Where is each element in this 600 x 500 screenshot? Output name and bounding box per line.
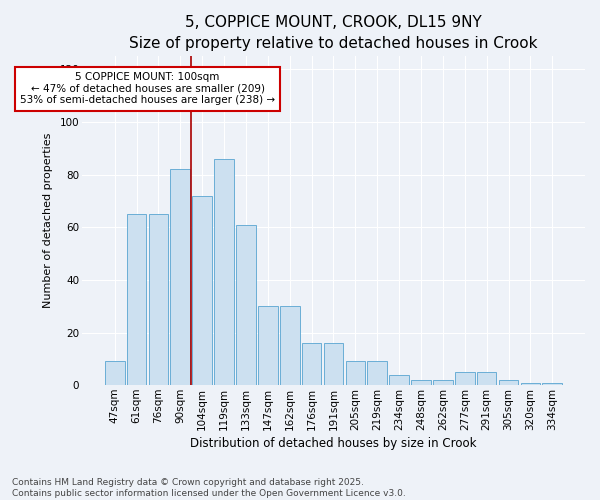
Y-axis label: Number of detached properties: Number of detached properties: [43, 133, 53, 308]
Bar: [127, 214, 146, 385]
Bar: [236, 224, 256, 385]
Bar: [149, 214, 169, 385]
Bar: [367, 362, 387, 385]
Bar: [258, 306, 278, 385]
Bar: [105, 362, 125, 385]
Title: 5, COPPICE MOUNT, CROOK, DL15 9NY
Size of property relative to detached houses i: 5, COPPICE MOUNT, CROOK, DL15 9NY Size o…: [129, 15, 538, 51]
Bar: [170, 170, 190, 385]
X-axis label: Distribution of detached houses by size in Crook: Distribution of detached houses by size …: [190, 437, 477, 450]
Bar: [214, 159, 234, 385]
Bar: [323, 343, 343, 385]
Text: Contains HM Land Registry data © Crown copyright and database right 2025.
Contai: Contains HM Land Registry data © Crown c…: [12, 478, 406, 498]
Bar: [389, 374, 409, 385]
Bar: [302, 343, 322, 385]
Bar: [477, 372, 496, 385]
Bar: [193, 196, 212, 385]
Bar: [455, 372, 475, 385]
Bar: [542, 382, 562, 385]
Bar: [346, 362, 365, 385]
Bar: [521, 382, 540, 385]
Bar: [433, 380, 453, 385]
Bar: [280, 306, 299, 385]
Bar: [499, 380, 518, 385]
Bar: [411, 380, 431, 385]
Text: 5 COPPICE MOUNT: 100sqm
← 47% of detached houses are smaller (209)
53% of semi-d: 5 COPPICE MOUNT: 100sqm ← 47% of detache…: [20, 72, 275, 106]
